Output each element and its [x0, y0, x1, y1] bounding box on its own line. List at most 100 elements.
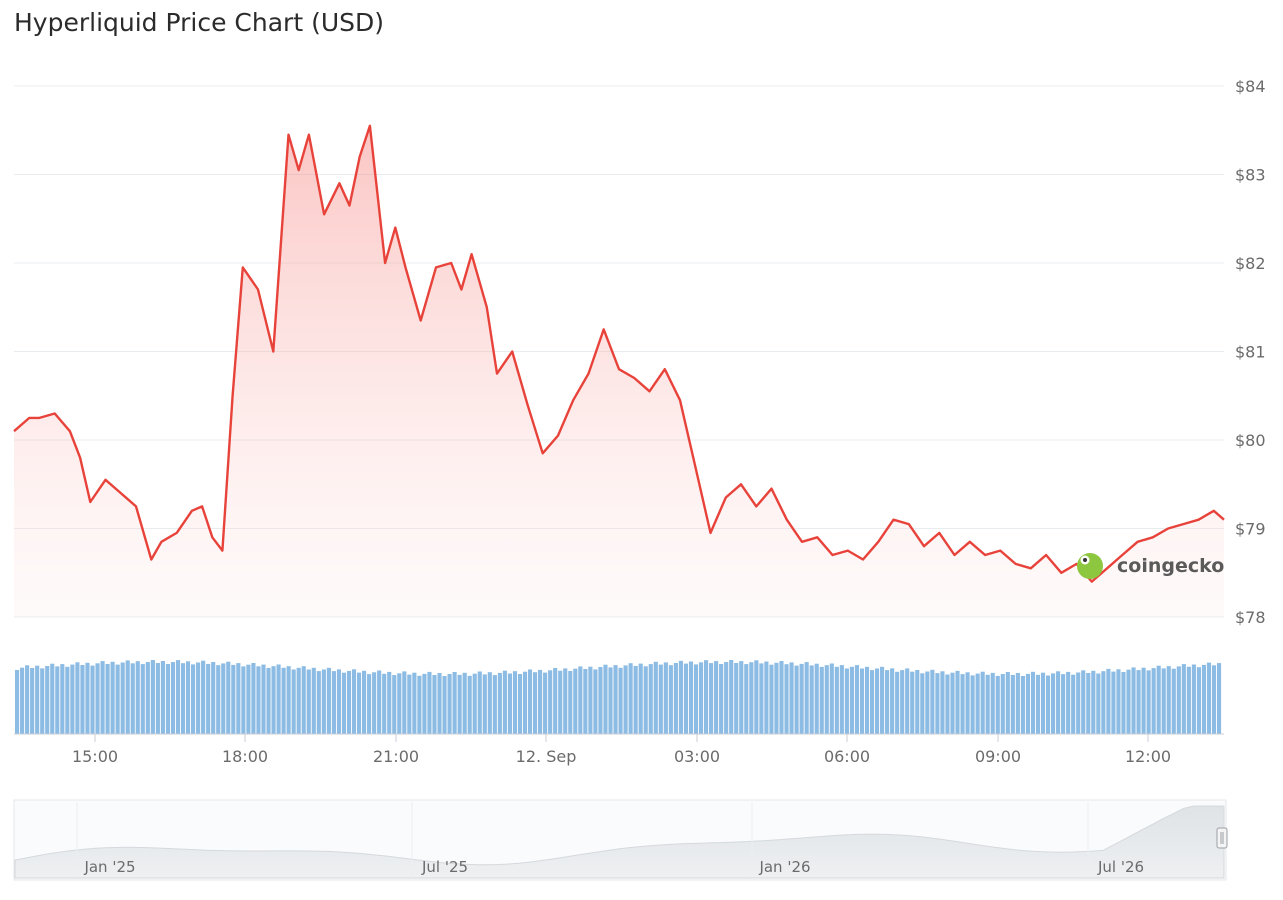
volume-bar	[1051, 673, 1056, 734]
volume-bar	[754, 660, 759, 734]
volume-bar	[960, 674, 965, 734]
volume-bar	[477, 671, 482, 734]
coingecko-logo-icon	[1077, 553, 1103, 579]
volume-bar	[1000, 674, 1005, 734]
x-tick-label: 18:00	[222, 747, 268, 766]
volume-bar	[155, 663, 160, 734]
navigator-tick-label: Jan '25	[83, 858, 135, 876]
volume-bar	[548, 670, 553, 734]
volume-bar	[1156, 665, 1161, 734]
volume-bar	[643, 666, 648, 734]
volume-bar	[533, 672, 538, 734]
volume-bar	[874, 668, 880, 734]
volume-bar	[955, 670, 960, 734]
volume-bar	[1176, 666, 1181, 734]
volume-bar	[880, 666, 885, 734]
volume-bar	[180, 663, 186, 734]
volume-bar	[316, 671, 321, 734]
volume-bar	[538, 669, 543, 734]
volume-bar	[864, 666, 870, 734]
volume-bar	[1136, 670, 1141, 734]
volume-bar	[618, 667, 623, 734]
coingecko-watermark: coingecko	[1077, 553, 1224, 579]
volume-bar	[794, 665, 799, 734]
volume-bar	[869, 670, 875, 734]
volume-bar	[804, 662, 809, 734]
volume-bar	[558, 670, 563, 734]
volume-bar	[185, 661, 191, 734]
volume-bar	[346, 671, 352, 734]
volume-bar	[653, 661, 658, 734]
volume-bar	[80, 665, 85, 734]
volume-bar	[125, 660, 130, 734]
volume-bar	[356, 672, 362, 734]
volume-bar	[930, 669, 935, 734]
volume-bar	[814, 663, 819, 734]
volume-bar	[1151, 668, 1156, 734]
volume-bar	[221, 663, 226, 734]
volume-bar	[75, 662, 80, 734]
price-line[interactable]	[13, 124, 1225, 583]
volume-bar	[688, 661, 694, 734]
volume-bar	[568, 671, 573, 734]
volume-bar	[271, 666, 276, 734]
volume-bar	[1091, 670, 1096, 734]
volume-bar	[1141, 667, 1146, 734]
volume-bar	[759, 663, 764, 734]
volume-bar	[1086, 673, 1091, 734]
volume-bar	[367, 674, 372, 734]
volume-bar	[311, 667, 316, 734]
volume-bar	[849, 666, 854, 734]
volume-bar	[437, 673, 442, 734]
volume-bar	[714, 661, 719, 734]
volume-bar	[397, 673, 402, 734]
x-tick-label: 09:00	[975, 747, 1021, 766]
volume-bar	[1211, 665, 1217, 734]
volume-bar	[211, 662, 216, 734]
volume-bar	[598, 667, 603, 734]
volume-bar	[517, 674, 523, 734]
volume-bar	[910, 671, 915, 734]
volume-bar	[457, 674, 462, 734]
volume-bar	[336, 669, 341, 734]
volume-bar	[749, 662, 754, 734]
volume-bar	[165, 664, 171, 734]
volume-bar	[15, 670, 20, 734]
volume-bar	[55, 666, 60, 734]
volume-bar	[1015, 673, 1020, 734]
volume-bar	[512, 671, 518, 734]
volume-bar	[578, 666, 583, 734]
volume-bar	[170, 662, 176, 734]
volume-bar	[35, 665, 40, 734]
volume-bar	[301, 666, 306, 734]
volume-bar	[608, 667, 613, 734]
volume-bar	[427, 671, 432, 734]
volume-bar	[497, 672, 502, 734]
volume-bar	[50, 663, 55, 734]
volume-bar	[769, 664, 774, 734]
volume-bar	[583, 669, 588, 734]
volume-bar	[1191, 664, 1196, 734]
volume-bar	[819, 666, 824, 734]
volume-bar	[1216, 663, 1222, 734]
volume-bar	[824, 665, 829, 734]
volume-bar	[724, 662, 729, 734]
navigator[interactable]: Jan '25 Jul '25 Jan '26 Jul '26	[13, 799, 1228, 881]
volume-bar	[85, 662, 90, 734]
volume-bar	[789, 662, 794, 734]
volume-bar	[975, 673, 980, 734]
volume-bar	[553, 668, 558, 734]
volume-bar	[613, 665, 618, 734]
volume-bar	[110, 661, 115, 734]
volume-bar	[467, 675, 472, 734]
volume-bar	[1161, 668, 1166, 734]
volume-bar	[522, 671, 528, 734]
x-tick-label: 03:00	[674, 747, 720, 766]
volume-bar	[744, 664, 749, 734]
navigator-handle[interactable]	[1216, 827, 1228, 849]
y-tick-label: $84	[1235, 77, 1266, 96]
volume-bar	[734, 663, 739, 734]
volume-bar	[462, 672, 467, 734]
navigator-tick-label: Jul '26	[1097, 858, 1144, 876]
x-axis: 15:00 18:00 21:00 12. Sep 03:00 06:00 09:00 12:…	[72, 734, 1171, 766]
